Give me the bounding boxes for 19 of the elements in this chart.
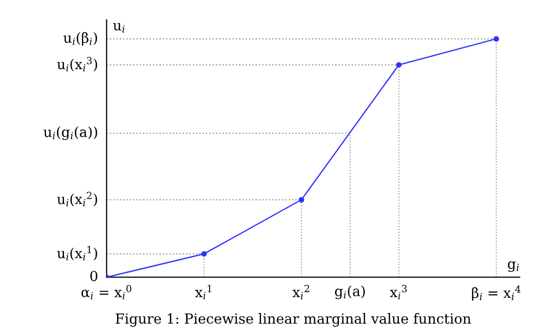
point <box>201 251 207 257</box>
point <box>494 36 500 42</box>
point <box>298 196 304 203</box>
x-tick-label: β$_{i}$ = x$_{i}$$^{4}$ <box>472 286 520 301</box>
ref-line-label: u$_{i}$(g$_{i}$(a)) <box>44 126 98 140</box>
text: 0 <box>90 270 98 282</box>
point <box>396 62 402 68</box>
x-tick-label: x$_{i}$$^{1}$ <box>195 284 212 300</box>
x-tick-label: α$_{i}$ = x$_{i}$$^{0}$ <box>81 284 132 300</box>
ref-line-label: u$_{i}$(β$_{i}$) <box>64 32 98 46</box>
x-axis-title: g$_{i}$ <box>508 261 519 272</box>
caption: Figure 1: Piecewise linear marginal value function <box>116 313 471 327</box>
x-tick-label: g$_{i}$(a) <box>335 286 365 300</box>
ref-line-label: u$_{i}$(x$_{i}$$^{1}$) <box>57 246 98 260</box>
x-tick-label: x$_{i}$$^{2}$ <box>292 284 310 300</box>
ref-line-label: u$_{i}$(x$_{i}$$^{2}$) <box>57 192 98 206</box>
ref-line-label: u$_{i}$(x$_{i}$$^{3}$) <box>57 56 98 72</box>
y-axis-title: u$_{i}$ <box>113 23 124 33</box>
x-tick-label: x$_{i}$$^{3}$ <box>390 284 407 300</box>
